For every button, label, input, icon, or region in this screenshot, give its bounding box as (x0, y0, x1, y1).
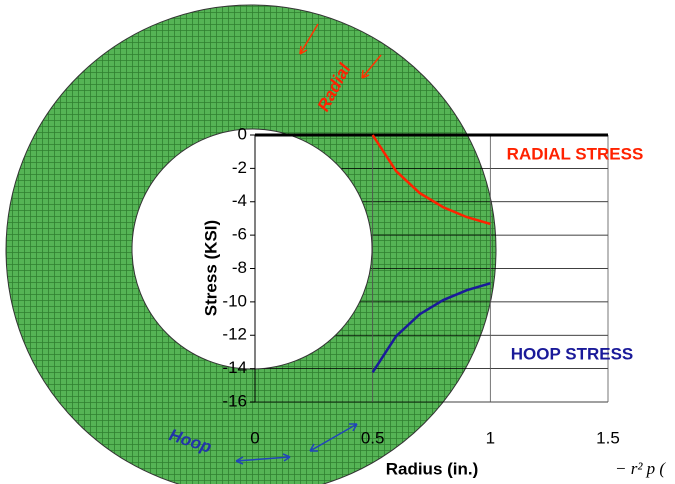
x-tick-label: 0 (250, 428, 259, 447)
y-tick-label: -14 (222, 358, 247, 377)
y-tick-label: -6 (232, 225, 247, 244)
y-tick-label: -10 (222, 291, 247, 310)
series-label: HOOP STRESS (511, 344, 634, 363)
page: {"chart_data": {"type": "line", "x": [0.… (0, 0, 675, 484)
x-axis-title: Radius (in.) (386, 459, 479, 478)
x-tick-label: 1 (486, 428, 495, 447)
inner-bore (132, 129, 372, 369)
y-axis-title: Stress (KSI) (201, 220, 220, 316)
y-tick-label: 0 (238, 124, 247, 143)
y-tick-label: -8 (232, 258, 247, 277)
y-tick-label: -2 (232, 158, 247, 177)
chart: 0-2-4-6-8-10-12-14-1600.511.5Stress (KSI… (0, 0, 675, 484)
x-tick-label: 1.5 (596, 428, 620, 447)
formula-fragment: − r² p ( (615, 459, 666, 478)
x-tick-label: 0.5 (361, 428, 385, 447)
y-tick-label: -4 (232, 191, 247, 210)
y-tick-label: -12 (222, 325, 247, 344)
y-tick-label: -16 (222, 391, 247, 410)
series-label: RADIAL STRESS (507, 144, 644, 163)
